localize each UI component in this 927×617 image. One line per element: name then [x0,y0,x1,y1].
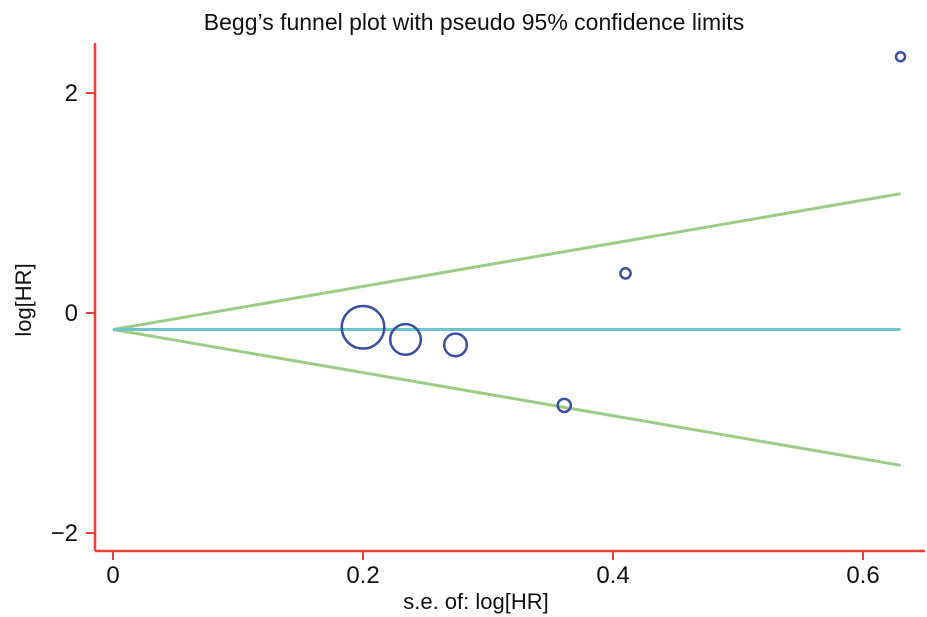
study-point [442,332,469,358]
x-tick-label: 0.2 [346,562,379,589]
axes [93,43,925,553]
x-axis-title: s.e. of: log[HR] [403,589,549,614]
upper-confidence-limit [112,192,901,331]
study-point [388,322,423,356]
study-points [340,50,907,414]
x-tick-label: 0 [106,562,119,589]
x-tick-label: 0.6 [846,562,879,589]
study-point [619,267,632,280]
confidence-limits [112,192,901,467]
y-tick-label: −2 [51,520,78,547]
x-tick-label: 0.4 [596,562,629,589]
y-tick-label: 2 [65,80,78,107]
chart-title: Begg’s funnel plot with pseudo 95% confi… [204,9,744,35]
y-tick-label: 0 [65,300,78,327]
study-point [894,50,907,63]
lower-confidence-limit [112,328,901,467]
y-axis-ticks: 2 0 −2 [51,80,95,547]
study-point [340,304,386,350]
x-axis-ticks: 0 0.2 0.4 0.6 [106,551,880,589]
y-axis-title: log[HR] [11,263,36,336]
study-point [556,397,573,414]
